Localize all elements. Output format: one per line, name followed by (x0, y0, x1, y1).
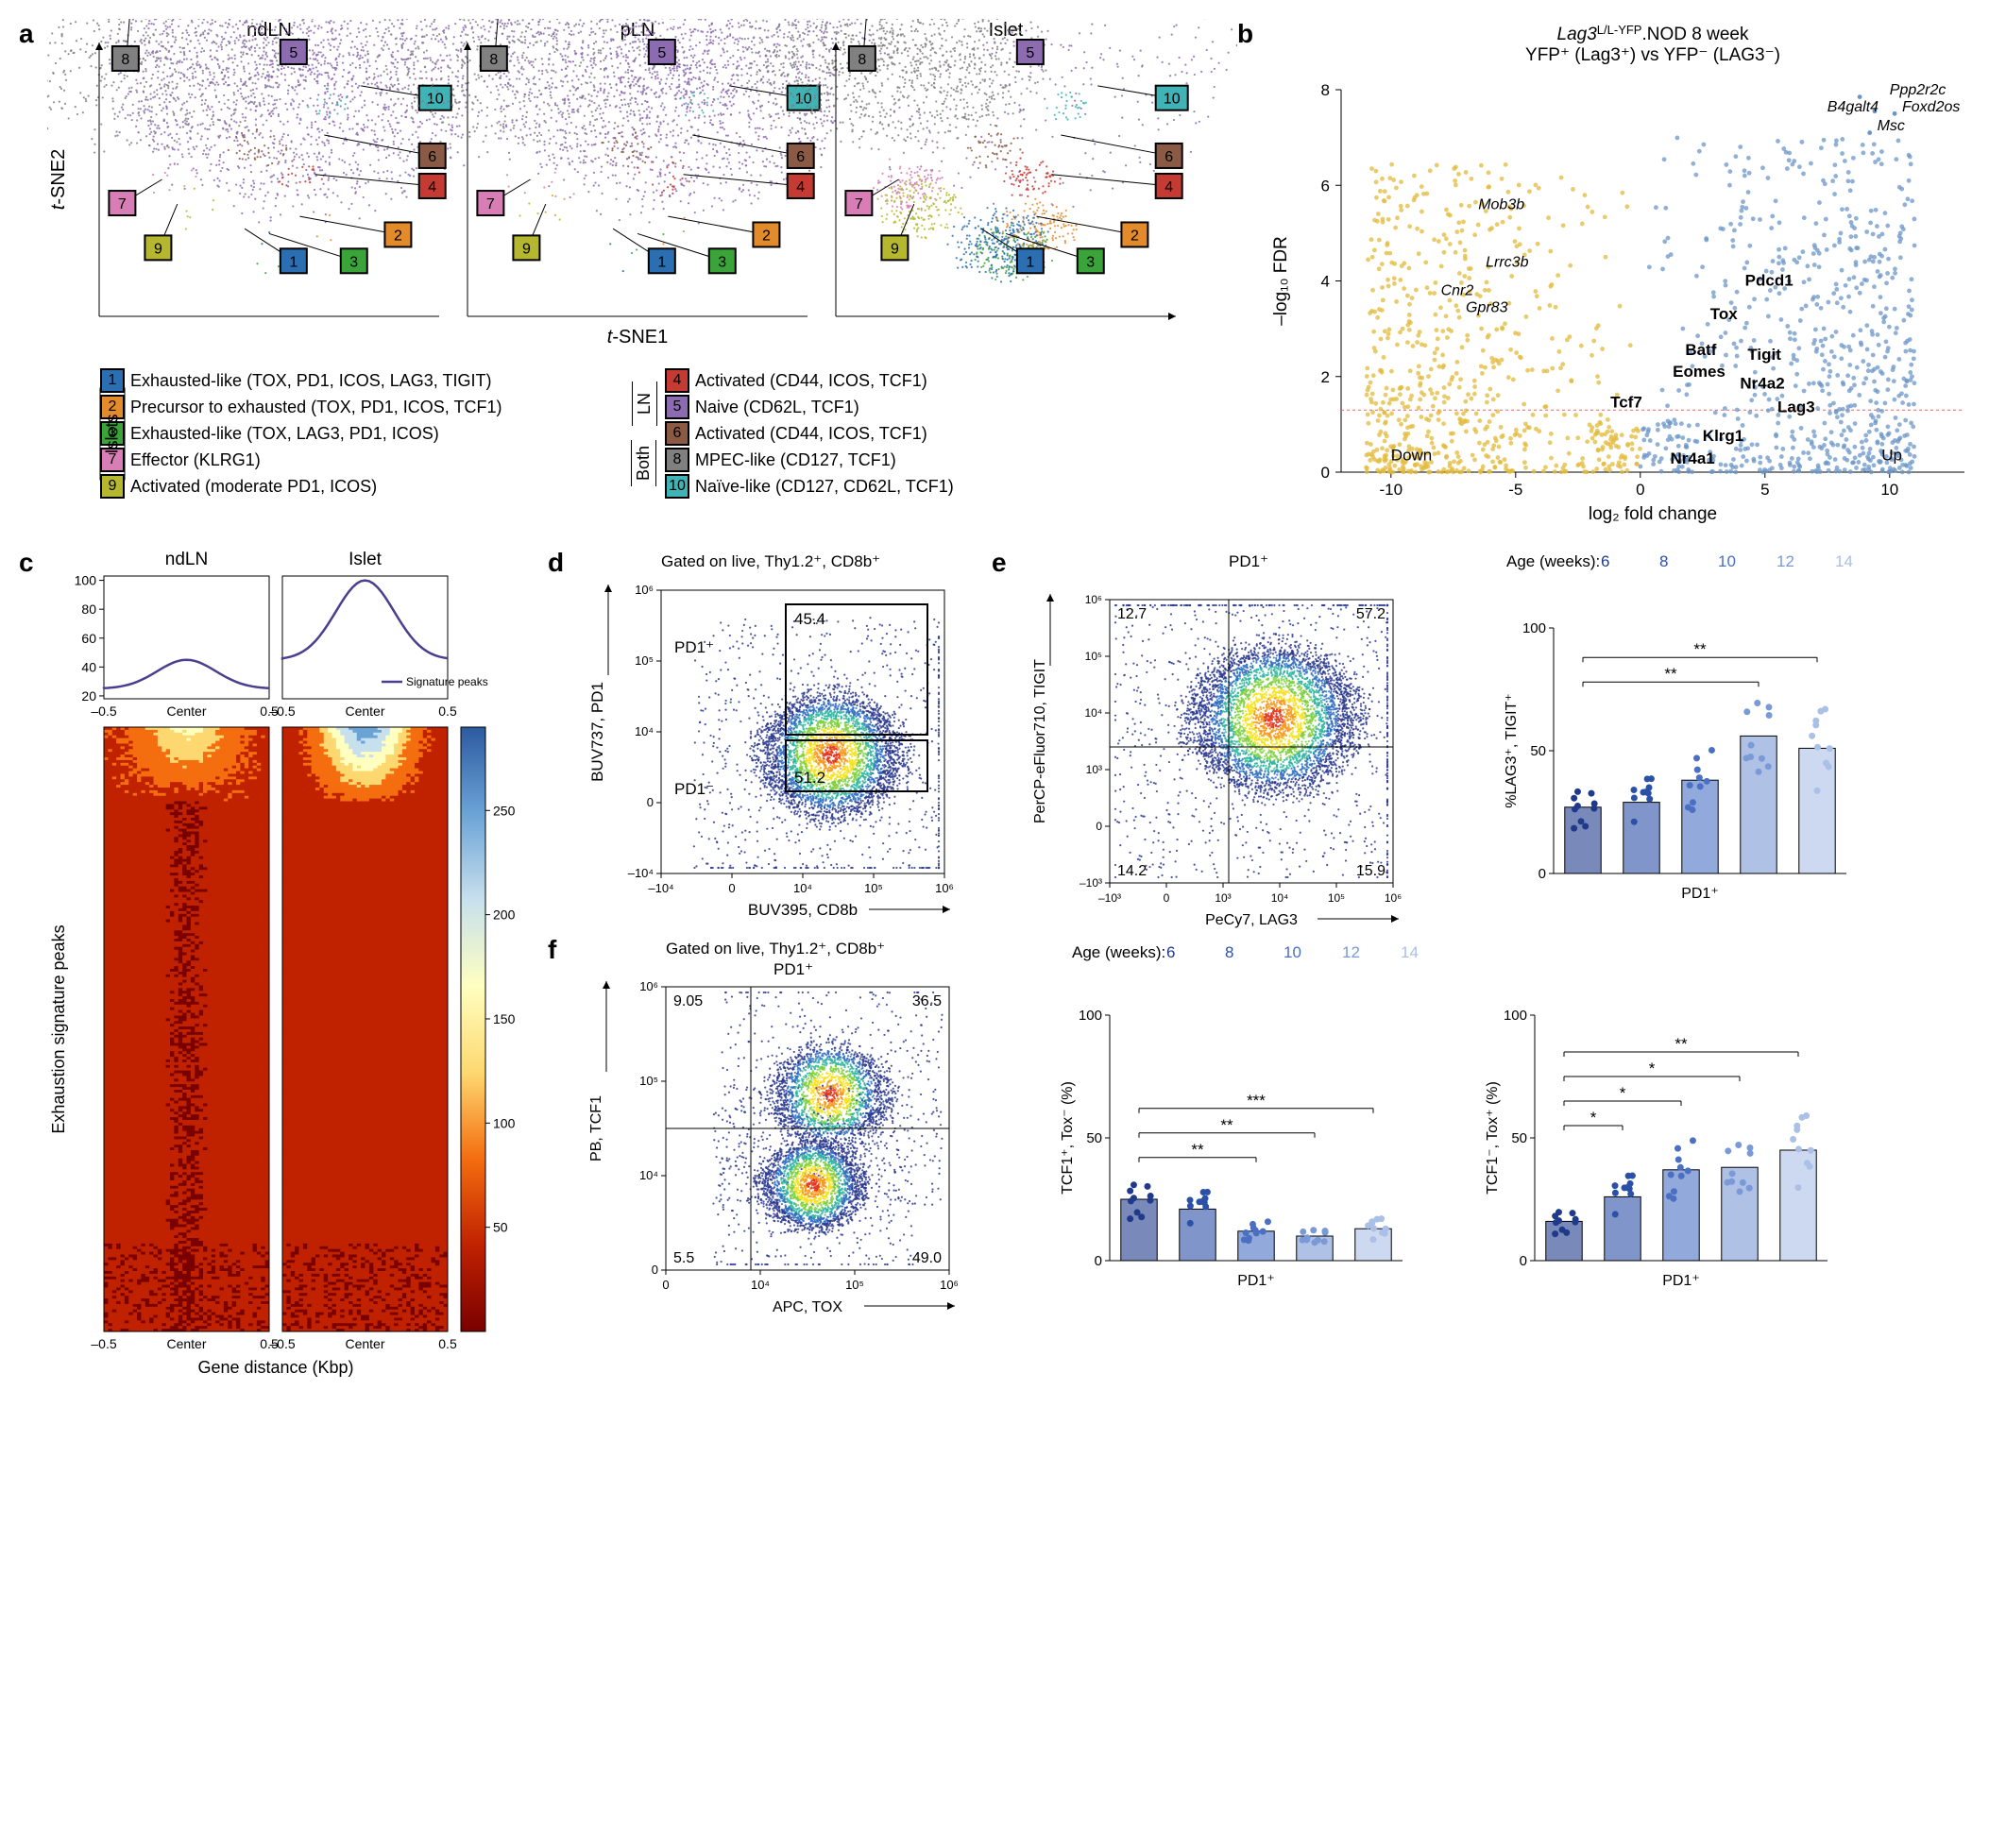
legend-group-both: Both (632, 440, 657, 486)
panel-d-svg: Gated on live, Thy1.2⁺, CD8b⁺45.451.2PD1… (576, 548, 992, 935)
panel-b-svg: Lag3L/L-YFP.NOD 8 weekYFP⁺ (Lag3⁺) vs YF… (1266, 19, 1983, 529)
legend-group-islets: Islets (100, 387, 126, 480)
legend-item: 3Exhausted-like (TOX, LAG3, PD1, ICOS) (100, 421, 631, 446)
legend-group-ln: LN (632, 381, 657, 426)
panel-c-svg: ndLN20406080100–0.5Center0.5Islet–0.5Cen… (47, 548, 548, 1398)
svg-text:3: 3 (349, 254, 358, 270)
panel-e-svg: PD1⁺Age (weeks):6810121412.757.214.215.9… (1020, 548, 1983, 935)
legend-item: 6Activated (CD44, ICOS, TCF1) (665, 421, 1148, 446)
svg-text:5: 5 (289, 45, 298, 61)
panel-e-label: e (992, 548, 1020, 935)
svg-text:1: 1 (289, 254, 298, 270)
legend-item: 10Naïve-like (CD127, CD62L, TCF1) (665, 474, 1148, 499)
legend-item: 1Exhausted-like (TOX, PD1, ICOS, LAG3, T… (100, 368, 631, 393)
panel-f: f Gated on live, Thy1.2⁺, CD8b⁺PD1⁺9.053… (548, 935, 1993, 1360)
legend-item: 9Activated (moderate PD1, ICOS) (100, 474, 631, 499)
svg-text:2: 2 (394, 228, 402, 244)
panel-c-label: c (19, 548, 47, 1398)
svg-text:t-SNE2: t-SNE2 (48, 149, 69, 210)
panel-c: c ndLN20406080100–0.5Center0.5Islet–0.5C… (19, 548, 548, 1398)
legend-item: 5Naive (CD62L, TCF1) (665, 395, 1148, 419)
panel-a-svg: t-SNE2ndLN85106423197pLN85106423197Islet… (47, 19, 1237, 359)
panel-d-label: d (548, 548, 576, 935)
panel-f-label: f (548, 935, 576, 1360)
svg-text:10: 10 (427, 92, 444, 108)
svg-text:7: 7 (118, 196, 127, 212)
row-ab: a t-SNE2ndLN85106423197pLN85106423197Isl… (19, 19, 1987, 529)
svg-text:ndLN: ndLN (246, 20, 292, 41)
legend-item: 4Activated (CD44, ICOS, TCF1) (665, 368, 1148, 393)
svg-text:6: 6 (428, 149, 436, 165)
svg-text:4: 4 (428, 179, 436, 195)
row-cdef: c ndLN20406080100–0.5Center0.5Islet–0.5C… (19, 548, 1987, 1398)
panel-f-svg: Gated on live, Thy1.2⁺, CD8b⁺PD1⁺9.0536.… (576, 935, 1993, 1360)
legend-item: 7Effector (KLRG1) (100, 448, 631, 472)
panel-a: a t-SNE2ndLN85106423197pLN85106423197Isl… (19, 19, 1237, 529)
panel-a-label: a (19, 19, 47, 359)
panel-a-legend: Islets 1Exhausted-like (TOX, PD1, ICOS, … (66, 366, 1237, 500)
panel-b-label: b (1237, 19, 1266, 529)
panel-b: b Lag3L/L-YFP.NOD 8 weekYFP⁺ (Lag3⁺) vs … (1237, 19, 1987, 529)
panel-e: e PD1⁺Age (weeks):6810121412.757.214.215… (992, 548, 1983, 935)
svg-text:9: 9 (154, 241, 162, 257)
legend-item: 2Precursor to exhausted (TOX, PD1, ICOS,… (100, 395, 631, 419)
legend-item: 8MPEC-like (CD127, TCF1) (665, 448, 1148, 472)
panel-d: d Gated on live, Thy1.2⁺, CD8b⁺45.451.2P… (548, 548, 992, 935)
svg-text:8: 8 (121, 52, 129, 68)
